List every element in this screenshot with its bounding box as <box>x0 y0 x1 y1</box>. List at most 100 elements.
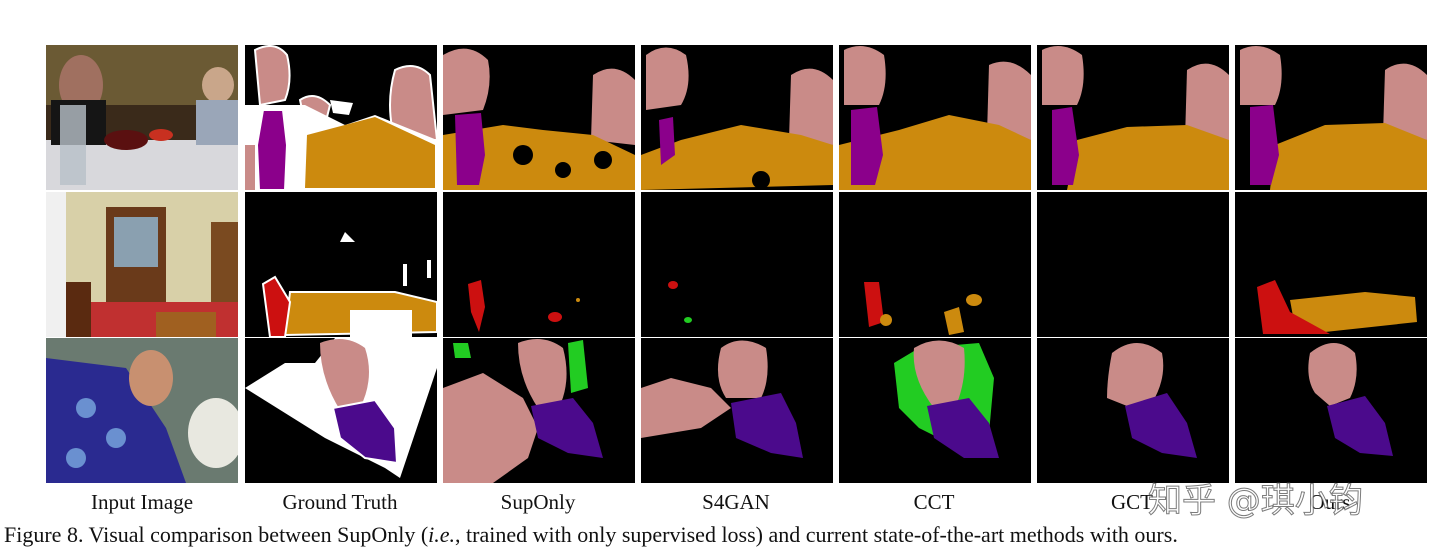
gct-result <box>1037 192 1229 337</box>
shape <box>443 125 635 190</box>
shape <box>1107 343 1164 408</box>
shape <box>1270 123 1427 190</box>
shape <box>844 46 886 105</box>
shape <box>880 314 892 326</box>
shape <box>548 312 562 322</box>
shape <box>340 232 355 242</box>
column-label: CCT <box>914 490 955 514</box>
shape <box>403 264 407 286</box>
shape <box>789 68 833 145</box>
shape <box>531 398 603 458</box>
column-label: Input Image <box>91 490 193 514</box>
shape <box>1125 393 1197 458</box>
s4gan-result <box>641 192 833 337</box>
suponly-result <box>443 45 635 190</box>
shape <box>427 260 431 278</box>
shape <box>443 48 490 115</box>
shape <box>60 105 86 185</box>
cct-result <box>839 192 1031 337</box>
shape <box>641 192 833 337</box>
suponly-result <box>443 192 635 337</box>
shape <box>211 222 238 302</box>
shape <box>513 145 533 165</box>
shape <box>330 100 353 115</box>
shape <box>576 298 580 302</box>
column-label: Ours <box>1310 490 1351 514</box>
shape <box>305 117 435 188</box>
gct-result <box>1037 338 1229 483</box>
shape <box>927 398 999 458</box>
shape <box>641 378 731 438</box>
shape <box>668 281 678 289</box>
s4gan-result <box>641 338 833 483</box>
caption-italic: i.e. <box>428 522 455 547</box>
shape <box>149 129 173 141</box>
shape <box>46 192 66 337</box>
shape <box>245 145 255 190</box>
column-label: SupOnly <box>501 490 576 514</box>
column-labels: Input Image Ground Truth SupOnly S4GAN CCT GC… <box>91 490 1350 514</box>
shape <box>453 343 471 358</box>
shape <box>1250 105 1279 185</box>
ours-result <box>1235 45 1427 190</box>
input-image <box>46 338 238 483</box>
shape <box>839 115 1031 190</box>
gct-result <box>1037 45 1229 190</box>
caption-text: Figure 8. Visual comparison between SupO… <box>4 522 428 547</box>
shape <box>646 47 689 110</box>
shape <box>966 294 982 306</box>
shape <box>253 45 291 107</box>
ground-truth <box>245 45 437 190</box>
shape <box>261 275 292 337</box>
shape <box>255 109 289 190</box>
shape <box>320 339 369 410</box>
input-image <box>46 45 238 190</box>
ground-truth <box>245 338 437 483</box>
shape <box>1037 192 1229 337</box>
shape <box>568 340 588 393</box>
shape <box>66 282 91 337</box>
ground-truth <box>245 192 437 337</box>
ours-result <box>1235 192 1427 337</box>
shape <box>717 340 768 398</box>
shape <box>684 317 692 323</box>
shape <box>1052 107 1079 185</box>
shape <box>1290 292 1417 332</box>
ours-result <box>1235 338 1427 483</box>
shape <box>594 151 612 169</box>
shape <box>202 67 234 103</box>
s4gan-result <box>641 45 833 190</box>
shape <box>731 393 803 458</box>
shape <box>455 113 485 185</box>
shape <box>1240 46 1282 105</box>
shape <box>864 282 884 327</box>
shape <box>591 68 635 145</box>
cct-result <box>839 45 1031 190</box>
shape <box>1042 46 1084 105</box>
suponly-result <box>443 338 635 483</box>
input-image <box>46 192 238 337</box>
caption: Figure 8. Visual comparison between SupO… <box>4 522 1178 547</box>
column-label: Ground Truth <box>283 490 398 514</box>
shape <box>443 373 538 483</box>
shape <box>188 398 238 468</box>
shape <box>104 130 148 150</box>
shape <box>1257 280 1330 334</box>
shape <box>350 310 412 337</box>
shape <box>659 117 675 165</box>
shape <box>1308 343 1357 406</box>
shape <box>641 125 833 190</box>
shape <box>468 280 485 332</box>
shape <box>66 448 86 468</box>
shape <box>114 217 158 267</box>
caption-text: , trained with only supervised loss) and… <box>455 522 1178 547</box>
shape <box>129 350 173 406</box>
watermark: 知乎 @琪小钧 <box>1148 481 1363 521</box>
shape <box>555 162 571 178</box>
column-label: S4GAN <box>702 490 770 514</box>
shape <box>1327 396 1393 456</box>
shape <box>331 398 399 465</box>
shape <box>987 61 1031 140</box>
